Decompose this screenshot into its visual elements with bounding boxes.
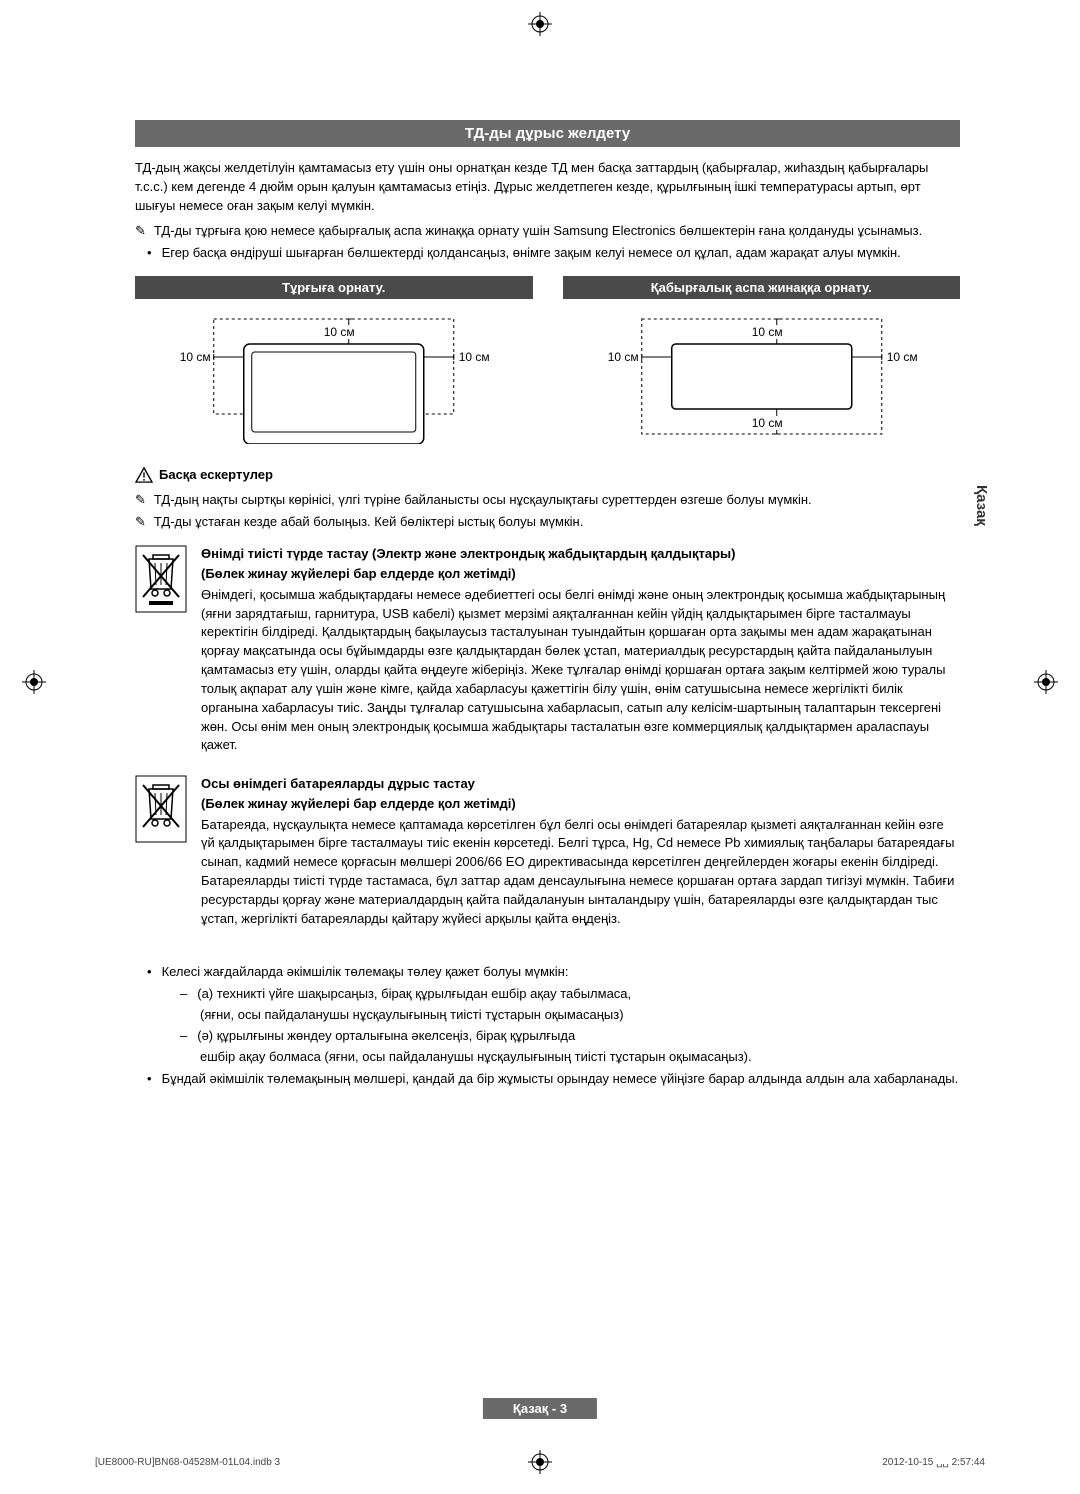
registration-mark-top [528,12,552,36]
disposal-eee-title1: Өнімді тиісті түрде тастау (Электр және … [201,545,960,563]
diagram-wall-header: Қабырғалық аспа жинаққа орнату. [563,276,961,299]
diagram-wall: Қабырғалық аспа жинаққа орнату. 10 см 10… [563,276,961,447]
warning-note-2: ✎ ТД-ды ұстаған кезде абай болыңыз. Кей … [135,513,960,531]
diagram-stand: Тұрғыға орнату. 10 см 10 см 10 см [135,276,533,447]
admin-s2a-text: (ә) құрылғыны жөндеу орталығына әкелсеңі… [197,1027,575,1045]
diagram-row: Тұрғыға орнату. 10 см 10 см 10 см Қабырғ… [135,276,960,447]
disposal-battery-title1: Осы өнімдегі батареяларды дұрыс тастау [201,775,960,793]
wall-dist-right: 10 см [886,350,917,364]
warning-header: Басқа ескертулер [135,467,960,483]
diagram-stand-header: Тұрғыға орнату. [135,276,533,299]
stand-dist-top: 10 см [324,325,355,339]
warning-note-2-text: ТД-ды ұстаған кезде абай болыңыз. Кей бө… [154,513,583,531]
admin-bullet-2: • Бұндай әкімшілік төлемақының мөлшері, … [135,1070,960,1088]
note-1-text: ТД-ды тұрғыға қою немесе қабырғалық аспа… [154,222,922,240]
bullet-1: • Егер басқа өндіруші шығарған бөлшектер… [135,244,960,262]
admin-sub-2b: ешбір ақау болмаса (яғни, осы пайдалануш… [135,1048,960,1066]
disposal-battery: Осы өнімдегі батареяларды дұрыс тастау (… [135,775,960,934]
disposal-battery-content: Осы өнімдегі батареяларды дұрыс тастау (… [201,775,960,934]
registration-mark-left [22,670,46,694]
language-tab: Қазақ [973,485,990,526]
diagram-stand-svg: 10 см 10 см 10 см [135,309,533,444]
warning-note-1-text: ТД-дың нақты сыртқы көрінісі, үлгі түрін… [154,491,812,509]
warning-icon [135,467,153,483]
section-header: ТД-ды дұрыс желдету [135,120,960,147]
admin-b1-text: Келесі жағдайларда әкімшілік төлемақы тө… [162,963,569,981]
disposal-battery-body: Батареяда, нұсқаулықта немесе қаптамада … [201,816,960,929]
registration-mark-right [1034,670,1058,694]
bullet-dot: • [147,1070,152,1088]
disposal-eee: Өнімді тиісті түрде тастау (Электр және … [135,545,960,761]
wall-dist-top: 10 см [751,325,782,339]
dash: – [180,1027,187,1045]
stand-dist-right: 10 см [459,350,490,364]
admin-b2-text: Бұндай әкімшілік төлемақының мөлшері, қа… [162,1070,959,1088]
disposal-eee-content: Өнімді тиісті түрде тастау (Электр және … [201,545,960,761]
admin-sub-1a: – (а) техникті үйге шақырсаңыз, бірақ құ… [135,985,960,1003]
disposal-battery-title2: (Бөлек жинау жүйелері бар елдерде қол же… [201,795,960,813]
registration-mark-bottom [528,1450,552,1474]
wheelie-bin-icon [135,775,187,843]
disposal-eee-body: Өнімдегі, қосымша жабдықтардағы немесе ә… [201,586,960,756]
admin-sub-2a: – (ә) құрылғыны жөндеу орталығына әкелсе… [135,1027,960,1045]
stand-dist-left: 10 см [180,350,211,364]
intro-paragraph: ТД-дың жақсы желдетілуін қамтамасыз ету … [135,159,960,216]
wall-dist-bottom: 10 см [751,416,782,430]
note-icon: ✎ [135,513,146,531]
admin-bullet-1: • Келесі жағдайларда әкімшілік төлемақы … [135,963,960,981]
wall-dist-left: 10 см [607,350,638,364]
admin-sub-1b: (яғни, осы пайдаланушы нұсқаулығының тиі… [135,1006,960,1024]
note-1: ✎ ТД-ды тұрғыға қою немесе қабырғалық ас… [135,222,960,240]
admin-s1a-text: (а) техникті үйге шақырсаңыз, бірақ құры… [197,985,631,1003]
footer-filename: [UE8000-RU]BN68-04528M-01L04.indb 3 [95,1457,280,1468]
dash: – [180,985,187,1003]
bullet-dot: • [147,963,152,981]
disposal-eee-title2: (Бөлек жинау жүйелері бар елдерде қол же… [201,565,960,583]
bullet-dot: • [147,244,152,262]
diagram-wall-svg: 10 см 10 см 10 см 10 см [563,309,961,444]
footer-timestamp: 2012-10-15 ␣␣ 2:57:44 [882,1457,985,1468]
note-icon: ✎ [135,491,146,509]
wheelie-bin-icon [135,545,187,613]
bullet-1-text: Егер басқа өндіруші шығарған бөлшектерді… [162,244,901,262]
page-number: Қазақ - 3 [483,1398,597,1419]
warning-note-1: ✎ ТД-дың нақты сыртқы көрінісі, үлгі түр… [135,491,960,509]
note-icon: ✎ [135,222,146,240]
warning-title: Басқа ескертулер [159,467,273,482]
